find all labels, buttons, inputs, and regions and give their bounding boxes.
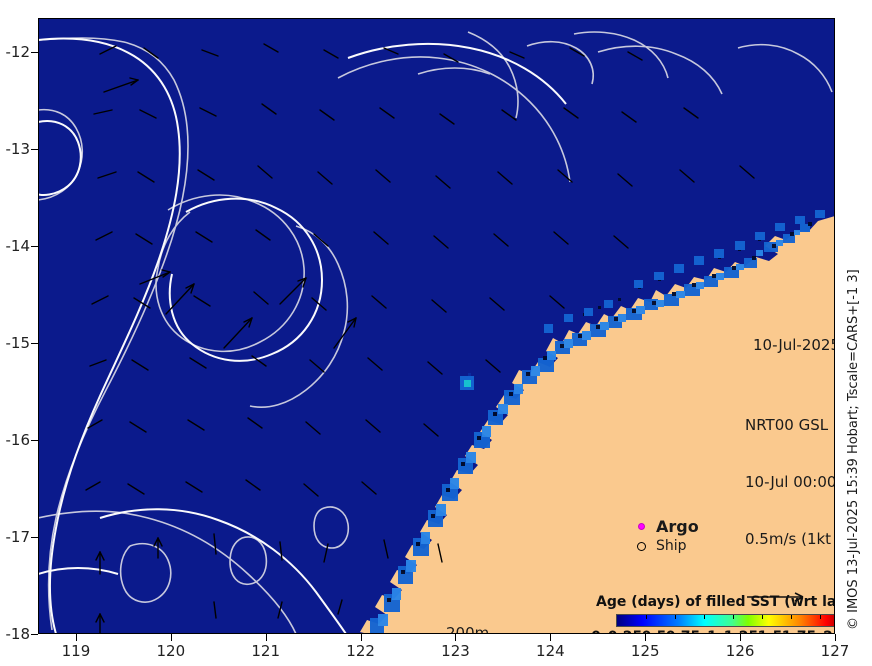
x-tick-label: 127	[820, 642, 850, 660]
x-tick-label: 123	[441, 642, 470, 660]
colorbar-tick-label: 1	[707, 629, 717, 634]
y-tick-label: -13	[5, 139, 31, 158]
y-tick-label: -12	[5, 42, 31, 61]
legend-item-argo: Argo	[630, 516, 699, 536]
colorbar-tick-label: 0	[591, 629, 601, 634]
depth-contour-key: 200m 1000m	[446, 586, 499, 634]
colorbar-tick	[704, 615, 705, 619]
x-tick-label: 120	[156, 642, 186, 660]
y-tick-mark	[31, 51, 38, 53]
y-tick-label: -18	[5, 625, 31, 643]
colorbar-tick	[791, 615, 792, 619]
current-source-time: 10-Jul 00:00Z	[745, 473, 835, 491]
y-tick-mark	[31, 342, 38, 344]
x-tick-mark	[360, 634, 362, 641]
colorbar-tick	[646, 615, 647, 619]
copyright-label: © IMOS 13-Jul-2025 15:39 Hobart; Tscale=…	[846, 269, 861, 630]
colorbar-tick-label: 0.75	[666, 629, 701, 634]
x-tick-mark	[75, 634, 77, 641]
sst-age-coastal-pixels	[370, 210, 825, 634]
argo-marker-icon	[630, 522, 652, 530]
legend-label-argo: Argo	[656, 516, 699, 536]
contour-1000m	[38, 31, 833, 634]
contour-200m	[38, 37, 567, 634]
x-tick-label: 119	[61, 642, 91, 660]
x-tick-label: 121	[251, 642, 281, 660]
x-tick-label: 122	[346, 642, 375, 660]
colorbar-title: Age (days) of filled SST (wrt latest)	[596, 594, 835, 610]
x-tick-label: 125	[630, 642, 660, 660]
y-tick-mark	[31, 148, 38, 150]
x-tick-mark	[265, 634, 267, 641]
y-tick-label: -14	[5, 236, 31, 255]
land-mass	[360, 216, 835, 634]
ship-marker-icon	[630, 541, 652, 551]
x-tick-mark	[835, 634, 836, 641]
colorbar-tick	[820, 615, 821, 619]
y-tick-label: -15	[5, 333, 31, 352]
map-canvas	[38, 18, 835, 634]
colorbar-tick-label: 2	[823, 629, 833, 634]
colorbar-tick-label: 1.25	[724, 629, 759, 634]
colorbar-tick-label: 1.5	[758, 629, 783, 634]
map-plot-area[interactable]: 10-Jul-2025 20Z NRT00 GSL 10-Jul 00:00Z …	[38, 18, 835, 634]
colorbar: Age (days) of filled SST (wrt latest) 00…	[591, 594, 835, 634]
x-tick-mark	[455, 634, 457, 641]
legend-label-ship: Ship	[656, 538, 687, 554]
x-tick-mark	[550, 634, 552, 641]
depth-200m-label: 200m	[446, 624, 490, 634]
x-tick-label: 124	[536, 642, 565, 660]
colorbar-tick-labels: 0 0.250.50.75 1 1.251.51.75 2	[591, 629, 835, 634]
y-tick-mark	[31, 536, 38, 538]
colorbar-gradient	[616, 614, 835, 627]
colorbar-tick	[733, 615, 734, 619]
platform-legend: Argo Ship	[630, 516, 699, 556]
y-tick-label: -17	[5, 527, 31, 546]
colorbar-tick	[762, 615, 763, 619]
y-tick-label: -16	[5, 430, 31, 449]
legend-item-ship: Ship	[630, 536, 699, 556]
current-source-name: NRT00 GSL	[745, 416, 829, 434]
y-tick-mark	[31, 439, 38, 441]
current-vectors	[85, 43, 755, 634]
x-tick-mark	[170, 634, 172, 641]
colorbar-tick-label: 0.25	[608, 629, 643, 634]
y-tick-mark	[31, 245, 38, 247]
colorbar-tick-label: 0.5	[642, 629, 667, 634]
current-scale: 0.5m/s (1kt 24h)	[745, 530, 832, 548]
x-tick-mark	[740, 634, 742, 641]
current-scale-arrow-icon	[747, 592, 804, 602]
current-source-block: NRT00 GSL 10-Jul 00:00Z 0.5m/s (1kt 24h)	[745, 378, 835, 634]
timestamp-label: 10-Jul-2025 20Z	[753, 336, 835, 354]
y-tick-mark	[31, 634, 38, 635]
colorbar-tick	[675, 615, 676, 619]
x-tick-label: 126	[725, 642, 755, 660]
colorbar-tick-label: 1.75	[782, 629, 817, 634]
x-tick-mark	[645, 634, 647, 641]
